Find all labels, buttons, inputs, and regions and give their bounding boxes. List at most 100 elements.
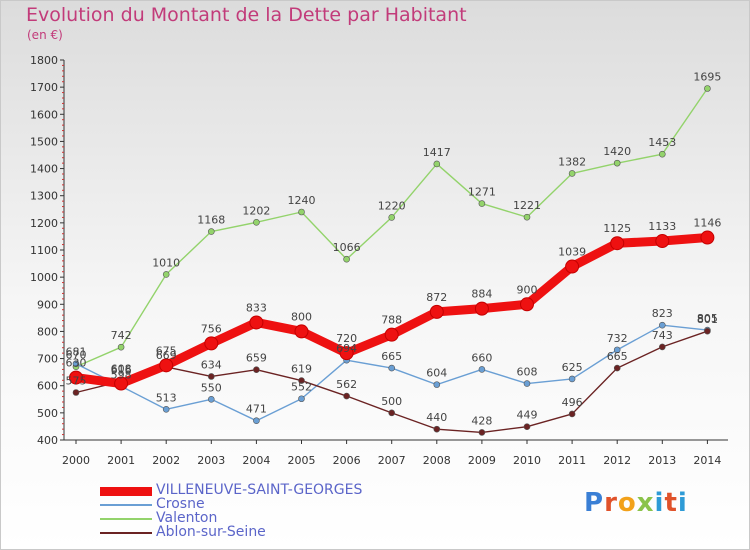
data-point (253, 219, 260, 226)
data-label: 900 (517, 283, 538, 296)
data-label: 756 (201, 322, 222, 335)
data-point (159, 358, 174, 373)
data-label: 1221 (513, 199, 541, 212)
data-point (704, 327, 711, 335)
data-labels: 670 742 1010 1168 1202 1240 1066 1220 1417 1271 12… (66, 71, 722, 428)
data-point (433, 160, 441, 168)
data-label: 449 (517, 409, 538, 422)
data-point (565, 259, 580, 274)
axes: 400 500 600 700 800 900 1000 1100 1200 1300 1400 15… (30, 54, 728, 467)
data-point (568, 375, 576, 383)
data-label: 670 (66, 349, 87, 362)
x-tick-label: 2005 (288, 454, 316, 467)
data-point (253, 366, 260, 374)
data-point (343, 255, 350, 263)
data-label: 496 (562, 396, 583, 409)
data-point (298, 208, 305, 216)
data-point (114, 376, 129, 391)
data-point (117, 343, 125, 351)
data-label: 500 (381, 395, 402, 408)
y-tick-label: 1600 (30, 108, 58, 121)
data-label: 1010 (152, 256, 180, 269)
data-label: 471 (246, 403, 267, 416)
data-label: 604 (426, 367, 447, 380)
data-label: 616 (111, 363, 132, 376)
x-tick-label: 2008 (423, 454, 451, 467)
data-label: 1417 (423, 146, 451, 159)
data-point (523, 380, 531, 387)
legend-item-valenton: Valenton (100, 510, 400, 526)
data-label: 660 (471, 351, 492, 364)
data-point (474, 301, 489, 316)
data-label: 801 (697, 313, 718, 326)
data-point (72, 360, 80, 368)
data-label: 665 (607, 350, 628, 363)
data-label: 800 (291, 310, 312, 323)
data-point (253, 417, 260, 425)
y-tick-label: 1300 (30, 190, 58, 203)
data-point (69, 370, 83, 385)
data-point (388, 409, 396, 417)
proxiti-logo: Proxiti (584, 488, 688, 518)
data-point (523, 423, 531, 431)
data-label: 805 (697, 312, 718, 325)
y-tick-label: 700 (37, 353, 58, 366)
data-point (610, 236, 625, 251)
data-point (613, 159, 621, 167)
y-tick-label: 1200 (30, 217, 58, 230)
data-label: 732 (607, 332, 628, 345)
data-label: 1271 (468, 186, 496, 199)
data-label: 1133 (648, 220, 676, 233)
data-point (298, 377, 305, 384)
legend-swatch (100, 518, 152, 520)
data-label: 665 (381, 350, 402, 363)
data-point (658, 150, 666, 158)
data-label: 694 (336, 342, 357, 355)
data-point (339, 346, 354, 361)
legend-label: VILLENEUVE-SAINT-GEORGES (156, 482, 363, 498)
data-label: 625 (562, 361, 583, 374)
data-label: 742 (111, 329, 132, 342)
data-point (388, 364, 396, 372)
data-label: 608 (111, 363, 132, 376)
legend-item-crosne: Crosne (100, 496, 400, 512)
logo-letter: x (636, 488, 655, 518)
y-tick-label: 400 (37, 434, 58, 447)
data-label: 619 (291, 363, 312, 376)
data-label: 1695 (693, 71, 721, 84)
legend-label: Crosne (156, 496, 205, 512)
data-point (568, 410, 576, 418)
y-tick-label: 1500 (30, 135, 58, 148)
data-label: 872 (426, 291, 447, 304)
data-point (208, 395, 215, 403)
data-point (388, 214, 396, 221)
y-tick-label: 1100 (30, 244, 58, 257)
x-tick-label: 2007 (378, 454, 406, 467)
y-tick-label: 500 (37, 407, 58, 420)
data-label: 575 (66, 375, 87, 388)
legend-item-villeneuve: VILLENEUVE-SAINT-GEORGES (100, 482, 400, 498)
data-label: 630 (66, 357, 87, 370)
legend-label: Valenton (156, 510, 218, 526)
x-tick-label: 2003 (197, 454, 225, 467)
data-label: 833 (246, 301, 267, 314)
data-label: 1220 (378, 199, 406, 212)
data-label: 634 (201, 358, 222, 371)
data-label: 1453 (648, 136, 676, 149)
legend-item-ablon: Ablon-sur-Seine (100, 524, 400, 540)
data-point (208, 373, 215, 380)
x-tick-label: 2001 (107, 454, 135, 467)
data-label: 1382 (558, 155, 586, 168)
data-point (162, 406, 170, 413)
x-tick-label: 2010 (513, 454, 541, 467)
logo-letter: t (664, 488, 678, 518)
data-label: 659 (246, 352, 267, 365)
data-point (700, 230, 715, 245)
y-tick-label: 1000 (30, 271, 58, 284)
x-tick-label: 2006 (333, 454, 361, 467)
x-tick-label: 2011 (558, 454, 586, 467)
data-label: 720 (336, 332, 357, 345)
data-label: 1202 (242, 204, 270, 217)
logo-letter: i (654, 488, 665, 518)
logo-letter: o (617, 488, 637, 518)
